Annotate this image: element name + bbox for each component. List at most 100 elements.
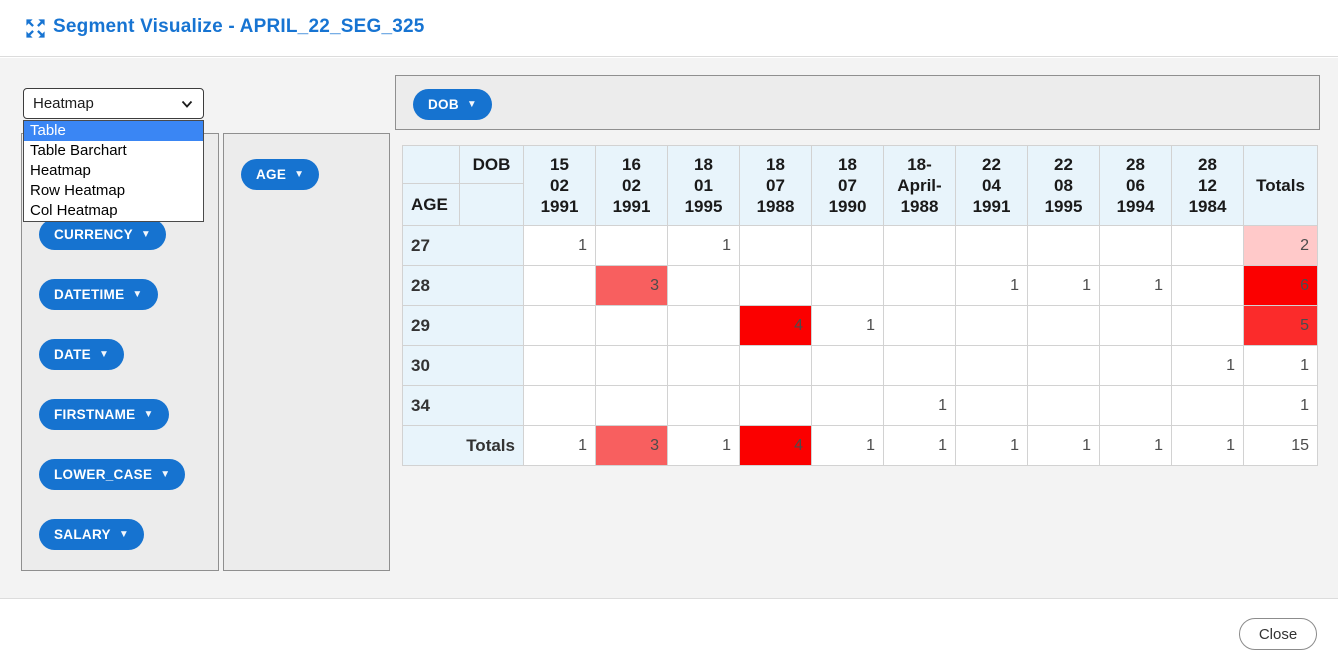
page-title: Segment Visualize - APRIL_22_SEG_325 xyxy=(53,16,425,37)
caret-down-icon[interactable]: ▼ xyxy=(98,348,110,360)
pivot-cell xyxy=(955,225,1028,266)
field-pill-age[interactable]: AGE ▼ xyxy=(241,159,320,190)
row-fields-panel: AGE ▼ xyxy=(223,133,390,571)
renderer-option-table[interactable]: Table xyxy=(24,121,203,141)
caret-down-icon[interactable]: ▼ xyxy=(160,468,171,480)
caret-down-icon[interactable]: ▼ xyxy=(132,288,143,300)
pivot-cell xyxy=(1171,225,1244,266)
field-pill-currency[interactable]: CURRENCY ▼ xyxy=(39,219,167,250)
pivot-cell xyxy=(523,265,596,306)
col-header: 28 12 1984 xyxy=(1171,145,1244,226)
pivot-cell xyxy=(1171,385,1244,426)
pivot-cell: 15 xyxy=(1243,425,1318,466)
caret-down-icon[interactable]: ▼ xyxy=(294,168,305,180)
col-header: 15 02 1991 xyxy=(523,145,596,226)
row-label: 34 xyxy=(402,385,524,426)
pivot-cell xyxy=(667,345,740,386)
row-label: 28 xyxy=(402,265,524,306)
col-header: 18 07 1988 xyxy=(739,145,812,226)
pivot-cell xyxy=(955,345,1028,386)
col-header: 18- April- 1988 xyxy=(883,145,956,226)
pivot-cell xyxy=(595,305,668,346)
pivot-cell xyxy=(523,385,596,426)
pivot-cell: 1 xyxy=(955,265,1028,306)
renderer-option-col-heatmap[interactable]: Col Heatmap xyxy=(30,202,118,219)
col-header: 18 07 1990 xyxy=(811,145,884,226)
field-pill-firstname-label: FIRSTNAME xyxy=(54,407,136,422)
col-header: 28 06 1994 xyxy=(1099,145,1172,226)
field-pill-dob[interactable]: DOB ▼ xyxy=(413,89,493,120)
row-label: 27 xyxy=(402,225,524,266)
pivot-cell xyxy=(523,345,596,386)
field-pill-salary[interactable]: SALARY ▼ xyxy=(39,519,145,550)
pivot-cell xyxy=(811,345,884,386)
pivot-cell: 1 xyxy=(883,385,956,426)
pivot-cell xyxy=(1099,225,1172,266)
col-header: 16 02 1991 xyxy=(595,145,668,226)
table-row: 34 1 1 xyxy=(402,385,1318,426)
expand-arrows-icon[interactable] xyxy=(24,17,47,40)
pivot-cell xyxy=(595,345,668,386)
caret-down-icon[interactable]: ▼ xyxy=(140,228,152,240)
pivot-cell: 4 xyxy=(739,425,812,466)
pivot-cell xyxy=(1027,305,1100,346)
pivot-cell xyxy=(667,385,740,426)
table-row: 29 4 1 5 xyxy=(402,305,1318,346)
pivot-cell xyxy=(955,385,1028,426)
dialog-header: Segment Visualize - APRIL_22_SEG_325 xyxy=(0,0,1338,57)
col-header: 22 04 1991 xyxy=(955,145,1028,226)
table-row: 28 3 1 1 1 6 xyxy=(402,265,1318,306)
pivot-cell: 1 xyxy=(1099,425,1172,466)
renderer-option-row-heatmap[interactable]: Row Heatmap xyxy=(30,182,126,199)
pivot-cell xyxy=(883,225,956,266)
pivot-cell xyxy=(1027,385,1100,426)
pivot-cell xyxy=(811,265,884,306)
pivot-cell xyxy=(883,305,956,346)
pivot-cell: 5 xyxy=(1243,305,1318,346)
pivot-cell: 1 xyxy=(811,425,884,466)
close-button[interactable]: Close xyxy=(1239,618,1317,650)
field-pill-datetime[interactable]: DATETIME ▼ xyxy=(39,279,158,310)
visualize-body: Heatmap Table Table Barchart Heatmap Row He… xyxy=(0,58,1338,598)
pivot-cell xyxy=(739,345,812,386)
pivot-cell xyxy=(523,305,596,346)
pivot-cell: 1 xyxy=(667,225,740,266)
col-axis-label: DOB xyxy=(459,145,524,184)
col-header-totals: Totals xyxy=(1243,145,1318,226)
pivot-cell: 1 xyxy=(883,425,956,466)
pivot-cell xyxy=(1027,345,1100,386)
field-pill-lower-case[interactable]: LOWER_CASE ▼ xyxy=(39,459,186,490)
pivot-cell: 2 xyxy=(1243,225,1318,266)
caret-down-icon[interactable]: ▼ xyxy=(143,408,154,420)
pivot-cell xyxy=(739,225,812,266)
pivot-cell: 1 xyxy=(955,425,1028,466)
pivot-cell xyxy=(667,305,740,346)
col-fields-panel: DOB ▼ xyxy=(395,75,1320,130)
pivot-cell xyxy=(883,265,956,306)
renderer-option-table-barchart[interactable]: Table Barchart xyxy=(30,142,127,159)
pivot-cell xyxy=(667,265,740,306)
chevron-down-icon xyxy=(181,100,193,108)
pivot-cell xyxy=(595,385,668,426)
pivot-cell: 6 xyxy=(1243,265,1318,306)
field-pill-date[interactable]: DATE ▼ xyxy=(39,339,125,370)
pivot-cell xyxy=(595,225,668,266)
corner-cell xyxy=(459,183,524,226)
field-pill-firstname[interactable]: FIRSTNAME ▼ xyxy=(39,399,169,430)
renderer-option-heatmap[interactable]: Heatmap xyxy=(30,162,91,179)
col-header: 22 08 1995 xyxy=(1027,145,1100,226)
pivot-cell: 1 xyxy=(523,225,596,266)
pivot-cell: 1 xyxy=(1171,425,1244,466)
pivot-cell: 1 xyxy=(1027,425,1100,466)
row-label: 30 xyxy=(402,345,524,386)
field-pill-date-label: DATE xyxy=(54,347,91,362)
renderer-select[interactable]: Heatmap xyxy=(23,88,204,119)
pivot-cell: 1 xyxy=(1243,385,1318,426)
caret-down-icon[interactable]: ▼ xyxy=(118,528,130,540)
pivot-cell xyxy=(1099,385,1172,426)
renderer-select-value: Heatmap xyxy=(33,95,94,112)
pivot-table-head: DOB 15 02 1991 16 02 1991 18 01 1995 18 07 … xyxy=(402,145,1318,226)
pivot-cell: 1 xyxy=(1243,345,1318,386)
row-label-totals: Totals xyxy=(402,425,524,466)
caret-down-icon[interactable]: ▼ xyxy=(466,98,478,110)
